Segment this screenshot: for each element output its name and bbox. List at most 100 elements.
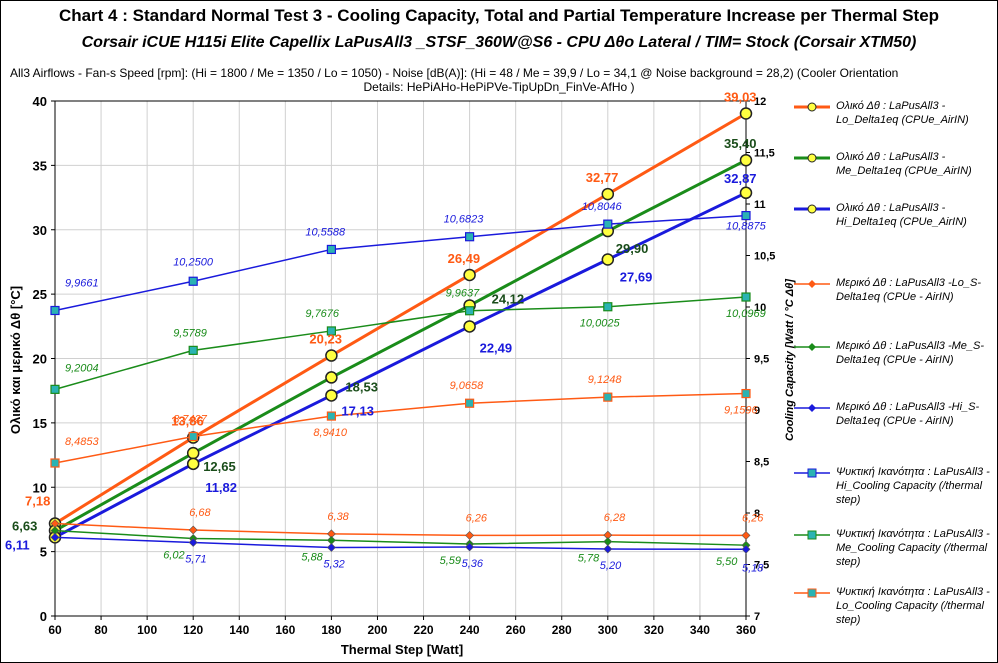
data-label: 10,0025 bbox=[580, 318, 621, 330]
data-point bbox=[50, 384, 60, 394]
y-tick-label: 0 bbox=[40, 609, 47, 624]
x-axis-label: Thermal Step [Watt] bbox=[341, 642, 463, 657]
data-point bbox=[326, 543, 336, 552]
data-label: 8,9410 bbox=[313, 427, 348, 439]
series-line bbox=[54, 529, 747, 546]
data-point bbox=[739, 153, 753, 167]
data-point bbox=[465, 542, 475, 552]
data-label: 6,38 bbox=[327, 511, 349, 523]
legend-swatch bbox=[794, 102, 830, 112]
data-point bbox=[50, 458, 60, 468]
legend-swatch bbox=[794, 530, 830, 540]
data-point bbox=[465, 530, 475, 540]
legend-swatch bbox=[794, 468, 830, 478]
data-label: 26,49 bbox=[448, 251, 481, 266]
data-point bbox=[465, 232, 475, 242]
data-label: 17,13 bbox=[341, 403, 374, 418]
data-label: 8,7427 bbox=[173, 414, 208, 426]
data-point bbox=[741, 292, 751, 302]
data-point bbox=[186, 457, 200, 471]
data-label: 12,65 bbox=[203, 459, 236, 474]
data-label: 32,87 bbox=[724, 171, 757, 186]
data-label: 10,6823 bbox=[444, 214, 485, 226]
data-point bbox=[188, 431, 198, 442]
data-label: 9,7676 bbox=[305, 308, 340, 320]
labels-layer: 7,18 13,86 20,23 26,49 32,77 39,03 6,63 12,65 18… bbox=[5, 89, 767, 574]
data-point bbox=[739, 107, 753, 120]
x-tick-label: 360 bbox=[736, 623, 756, 637]
legend-entry-label: Ολικό Δθ : LaPusAll3 -Me_Delta1eq (CPUe_… bbox=[836, 151, 972, 177]
x-tick-label: 200 bbox=[367, 623, 387, 637]
data-label: 9,9637 bbox=[446, 288, 481, 300]
details-line: Details: HePiAHo-HePiPVe-TipUpDn_FinVe-A… bbox=[363, 80, 635, 94]
info-line: All3 Airflows - Fan-s Speed [rpm]: (Hi =… bbox=[10, 66, 899, 80]
x-tick-label: 220 bbox=[414, 623, 434, 637]
data-label: 5,36 bbox=[462, 558, 484, 570]
series-line bbox=[54, 522, 747, 537]
grid-layer bbox=[54, 100, 747, 617]
y2-tick-label: 8,5 bbox=[754, 457, 769, 469]
legend-entry-label: Μερικό Δθ : LaPusAll3 -Me_S-Delta1eq (CP… bbox=[836, 340, 985, 366]
y2-tick-label: 8 bbox=[754, 508, 760, 520]
y-tick-label: 35 bbox=[33, 158, 47, 173]
data-label: 9,2004 bbox=[65, 362, 99, 374]
data-point bbox=[601, 253, 615, 266]
legend-swatch bbox=[794, 153, 830, 163]
data-label: 9,1596 bbox=[724, 405, 759, 417]
data-label: 13,86 bbox=[171, 414, 204, 429]
data-label: 11,82 bbox=[205, 480, 237, 495]
legend-swatch bbox=[794, 404, 830, 412]
data-label: 6,26 bbox=[742, 512, 764, 524]
data-label: 29,90 bbox=[616, 241, 649, 256]
data-label: 6,11 bbox=[5, 537, 30, 552]
data-label: 18,53 bbox=[345, 379, 378, 394]
y-axis-label: Ολικό και μερικό Δθ [°C] bbox=[8, 286, 23, 434]
data-point bbox=[188, 345, 198, 355]
y-tick-label: 25 bbox=[33, 287, 47, 302]
data-point bbox=[741, 210, 751, 221]
data-point bbox=[741, 544, 751, 554]
x-tick-label: 300 bbox=[598, 623, 618, 637]
x-tick-label: 120 bbox=[183, 623, 203, 637]
data-label: 35,40 bbox=[724, 136, 757, 151]
data-point bbox=[186, 446, 200, 460]
x-tick-label: 80 bbox=[94, 623, 108, 637]
legend-entry-label: Ψυκτική Ικανότητα : LaPusAll3 -Me_Coolin… bbox=[836, 528, 990, 568]
x-tick-label: 100 bbox=[137, 623, 157, 637]
data-point bbox=[601, 187, 615, 201]
data-point bbox=[463, 268, 476, 282]
data-label: 20,23 bbox=[309, 332, 342, 347]
data-label: 6,26 bbox=[466, 512, 488, 524]
x-tick-label: 240 bbox=[460, 623, 480, 637]
data-point bbox=[325, 349, 338, 362]
x-tick-label: 140 bbox=[229, 623, 249, 637]
legend-swatch-marker bbox=[807, 468, 817, 478]
data-point bbox=[326, 244, 336, 255]
data-label: 5,20 bbox=[600, 560, 622, 572]
data-label: 9,0658 bbox=[450, 380, 485, 392]
data-point bbox=[741, 530, 751, 540]
data-label: 24,12 bbox=[492, 291, 525, 306]
legend-swatch-marker bbox=[808, 404, 816, 412]
y2-tick-label: 9,5 bbox=[754, 354, 769, 366]
y2-tick-label: 10 bbox=[754, 302, 766, 314]
data-label: 10,8046 bbox=[582, 201, 623, 213]
data-label: 10,5588 bbox=[305, 226, 346, 238]
legend-swatch-marker bbox=[808, 343, 816, 351]
data-label: 5,78 bbox=[578, 553, 600, 565]
data-label: 9,1248 bbox=[588, 374, 623, 386]
y2-axis-label: Cooling Capacity [Watt / °C Δθ] bbox=[784, 279, 796, 441]
series-line bbox=[54, 214, 747, 312]
data-label: 27,69 bbox=[620, 269, 653, 284]
data-point bbox=[463, 320, 476, 333]
data-label: 5,71 bbox=[185, 553, 206, 565]
x-tick-label: 260 bbox=[506, 623, 526, 637]
data-point bbox=[188, 538, 198, 547]
data-point bbox=[603, 302, 613, 312]
data-label: 8,4853 bbox=[65, 436, 100, 448]
y-tick-label: 15 bbox=[33, 416, 47, 431]
data-label: 10,0969 bbox=[726, 308, 766, 320]
x-tick-label: 60 bbox=[48, 623, 62, 637]
y2-tick-label: 9 bbox=[754, 405, 760, 417]
y2-tick-label: 7 bbox=[754, 611, 760, 623]
